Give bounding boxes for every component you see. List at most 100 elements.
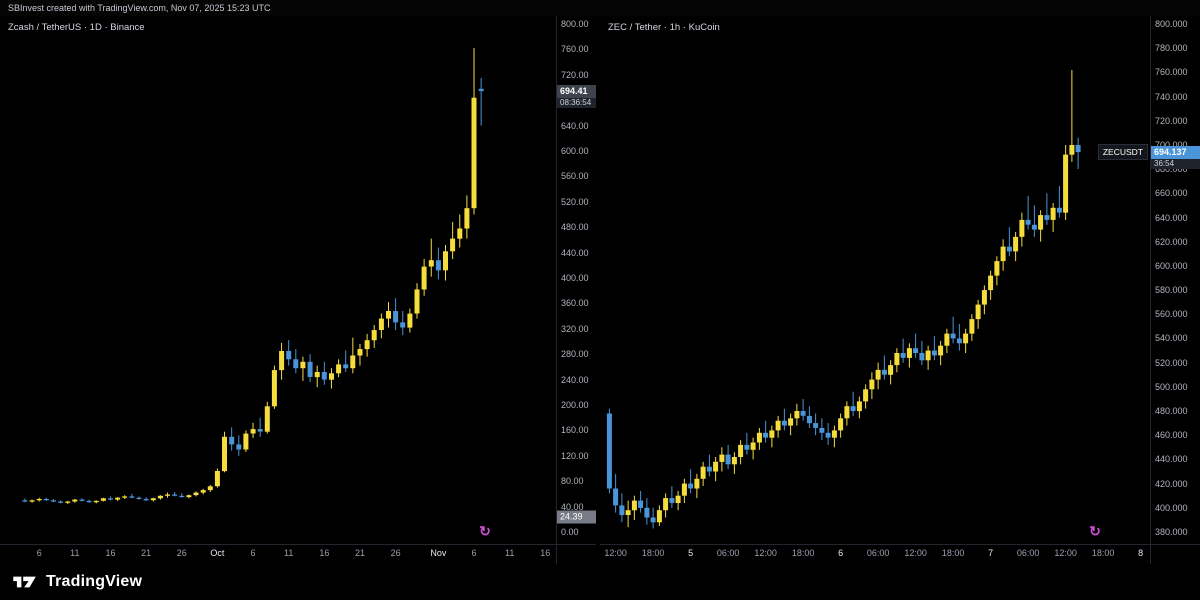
candle [65, 500, 71, 505]
candle [443, 245, 448, 281]
candle [931, 336, 937, 361]
bar-countdown: 08:36:54 [557, 98, 596, 109]
candle [700, 461, 706, 486]
time-tick-label: 06:00 [866, 548, 890, 558]
candle [393, 298, 399, 331]
refresh-icon[interactable]: ↻ [476, 522, 494, 540]
price-tick-label: 600.00 [561, 146, 589, 156]
time-tick-label: 26 [176, 548, 187, 558]
candle [22, 498, 28, 503]
price-tick-label: 320.00 [561, 323, 589, 334]
time-tick-label: 11 [284, 548, 294, 558]
candle [844, 401, 850, 426]
price-axis-daily[interactable]: 694.41 08:36:54 24.39 0.00 40.00 80.00 120.… [556, 16, 596, 545]
time-axis-hourly[interactable]: 12:00 18:00 5 06:00 12:00 18:00 6 06:00 12:00 18:… [600, 545, 1150, 564]
panel-divider[interactable] [596, 16, 600, 564]
price-tick-label: 440.00 [561, 247, 589, 258]
candle [881, 355, 887, 380]
time-tick-label: 12:00 [904, 548, 927, 558]
time-axis-daily[interactable]: 6 11 16 21 26 Oct 6 11 16 21 26 Nov 6 11 16 [0, 545, 556, 564]
symbol-label-badge: ZECUSDT [1097, 144, 1148, 161]
time-tick-label: 11 [504, 548, 515, 558]
time-tick-label: 21 [141, 548, 152, 558]
price-tick-label: 660.000 [1155, 188, 1188, 199]
time-tick-label: 5 [688, 548, 694, 558]
price-tick-label: 400.00 [561, 273, 589, 283]
candle [663, 493, 669, 518]
time-tick-label: 16 [540, 548, 551, 558]
price-tick-label: 720.00 [561, 69, 589, 80]
candle [264, 401, 270, 434]
candle [813, 413, 819, 436]
candle [694, 473, 700, 499]
candle [478, 78, 484, 126]
candle [314, 365, 320, 388]
last-price-badge: 694.137 36:54 [1151, 146, 1200, 170]
candle [307, 354, 313, 383]
price-tick-label: 400.000 [1155, 502, 1188, 513]
candle [725, 444, 731, 470]
chart-plot-daily[interactable]: Zcash / TetherUS · 1D · Binance ↻ [0, 16, 556, 545]
time-tick-label: 06:00 [1016, 548, 1040, 558]
candle [1025, 195, 1031, 230]
price-tick-label: 640.000 [1155, 212, 1188, 223]
time-tick-label: 18:00 [1091, 548, 1115, 558]
tradingview-logo-icon[interactable] [12, 573, 38, 591]
price-tick-label: 760.000 [1155, 67, 1188, 78]
candle [279, 342, 285, 380]
candle [1000, 239, 1006, 271]
price-tick-label: 440.000 [1155, 454, 1188, 465]
candle [669, 486, 675, 508]
candle [963, 328, 969, 353]
candle [450, 222, 456, 259]
candle [193, 491, 199, 497]
price-tick-label: 460.000 [1155, 430, 1188, 441]
candle [428, 238, 434, 277]
time-tick-label: Nov [430, 548, 447, 558]
candle [1075, 137, 1081, 170]
candle [750, 437, 756, 460]
chart-title-daily: Zcash / TetherUS · 1D · Binance [8, 22, 145, 33]
candles-layer [22, 48, 484, 505]
time-tick-label: 12:00 [754, 548, 777, 558]
candle [831, 425, 837, 448]
candle [888, 360, 894, 385]
refresh-icon[interactable]: ↻ [1086, 522, 1104, 540]
brand-wordmark[interactable]: TradingView [46, 573, 143, 590]
price-tick-label: 240.00 [561, 374, 589, 385]
candle [150, 497, 156, 502]
candle [975, 299, 981, 329]
candle [43, 497, 49, 501]
candle [179, 493, 185, 498]
bar-countdown: 36:54 [1151, 159, 1200, 170]
price-axis-hourly[interactable]: 694.137 36:54 380.000 400.000 420.000 440.0… [1150, 16, 1200, 545]
candle [414, 283, 420, 319]
time-tick-label: 11 [70, 548, 80, 558]
candle [386, 302, 391, 328]
candle [222, 431, 227, 473]
price-tick-label: 540.000 [1155, 333, 1188, 344]
candle [769, 425, 775, 448]
candle [981, 285, 987, 315]
attribution-bar: SBInvest created with TradingView.com, N… [0, 0, 1200, 16]
candle [1038, 210, 1044, 242]
candle [36, 497, 42, 502]
chart-plot-hourly[interactable]: ZEC / Tether · 1h · KuCoin ZECUSDT ↻ [600, 16, 1150, 545]
candle [869, 372, 875, 399]
candle [108, 496, 113, 501]
time-tick-label: 06:00 [716, 548, 740, 558]
last-price-badge: 694.41 08:36:54 [557, 85, 596, 109]
candle [900, 338, 906, 363]
candle [969, 314, 975, 341]
price-tick-label: 680.000 [1155, 164, 1188, 175]
price-tick-label: 120.00 [561, 450, 589, 461]
candle [956, 324, 962, 351]
candle [825, 423, 831, 445]
candle [631, 495, 637, 520]
time-tick-label: 6 [471, 548, 477, 558]
candle [86, 499, 92, 503]
candle [172, 492, 178, 497]
time-tick-label: 6 [838, 548, 844, 558]
price-tick-label: 800.000 [1155, 19, 1188, 29]
candle [321, 361, 327, 385]
